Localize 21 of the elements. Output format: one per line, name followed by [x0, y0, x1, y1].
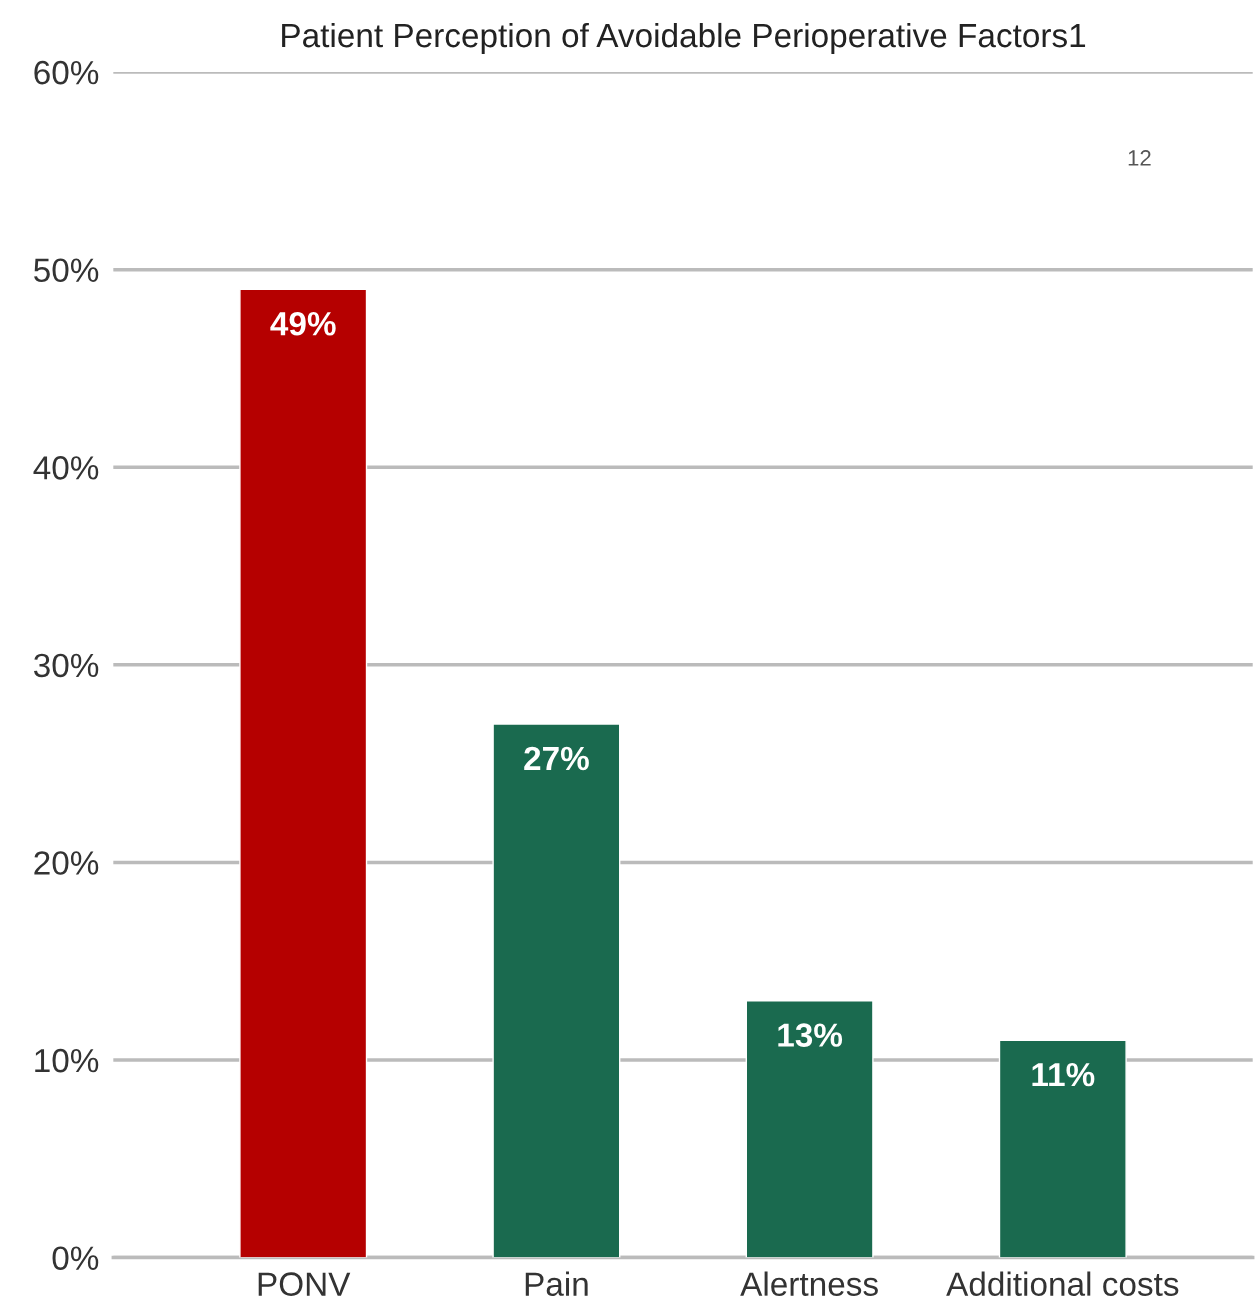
bar — [492, 723, 621, 1258]
x-tick-label: Alertness — [740, 1271, 878, 1296]
annotation: 12 — [1128, 150, 1151, 166]
bar — [998, 1039, 1127, 1258]
y-tick-label: 30% — [33, 653, 99, 678]
data-label: 11% — [1032, 1062, 1095, 1087]
y-tick-label: 20% — [34, 851, 99, 875]
x-tick-label: PONV — [258, 1272, 351, 1296]
x-tick-label: Pain — [525, 1271, 588, 1296]
chart-title: Patient Perception of Avoidable Perioperative Factors1 — [282, 22, 1086, 54]
data-label: 27% — [524, 746, 589, 771]
bar — [745, 1000, 874, 1258]
y-tick-label: 10% — [35, 1048, 99, 1073]
y-tick-label: 40% — [33, 456, 99, 480]
data-label: 49% — [270, 311, 336, 336]
x-tick-label: Additional costs — [946, 1271, 1179, 1296]
y-tick-label: 0% — [52, 1246, 99, 1271]
y-tick-label: 60% — [34, 60, 99, 85]
bar — [239, 288, 368, 1258]
y-tick-label: 50% — [34, 258, 99, 283]
data-label: 13% — [778, 1023, 843, 1047]
